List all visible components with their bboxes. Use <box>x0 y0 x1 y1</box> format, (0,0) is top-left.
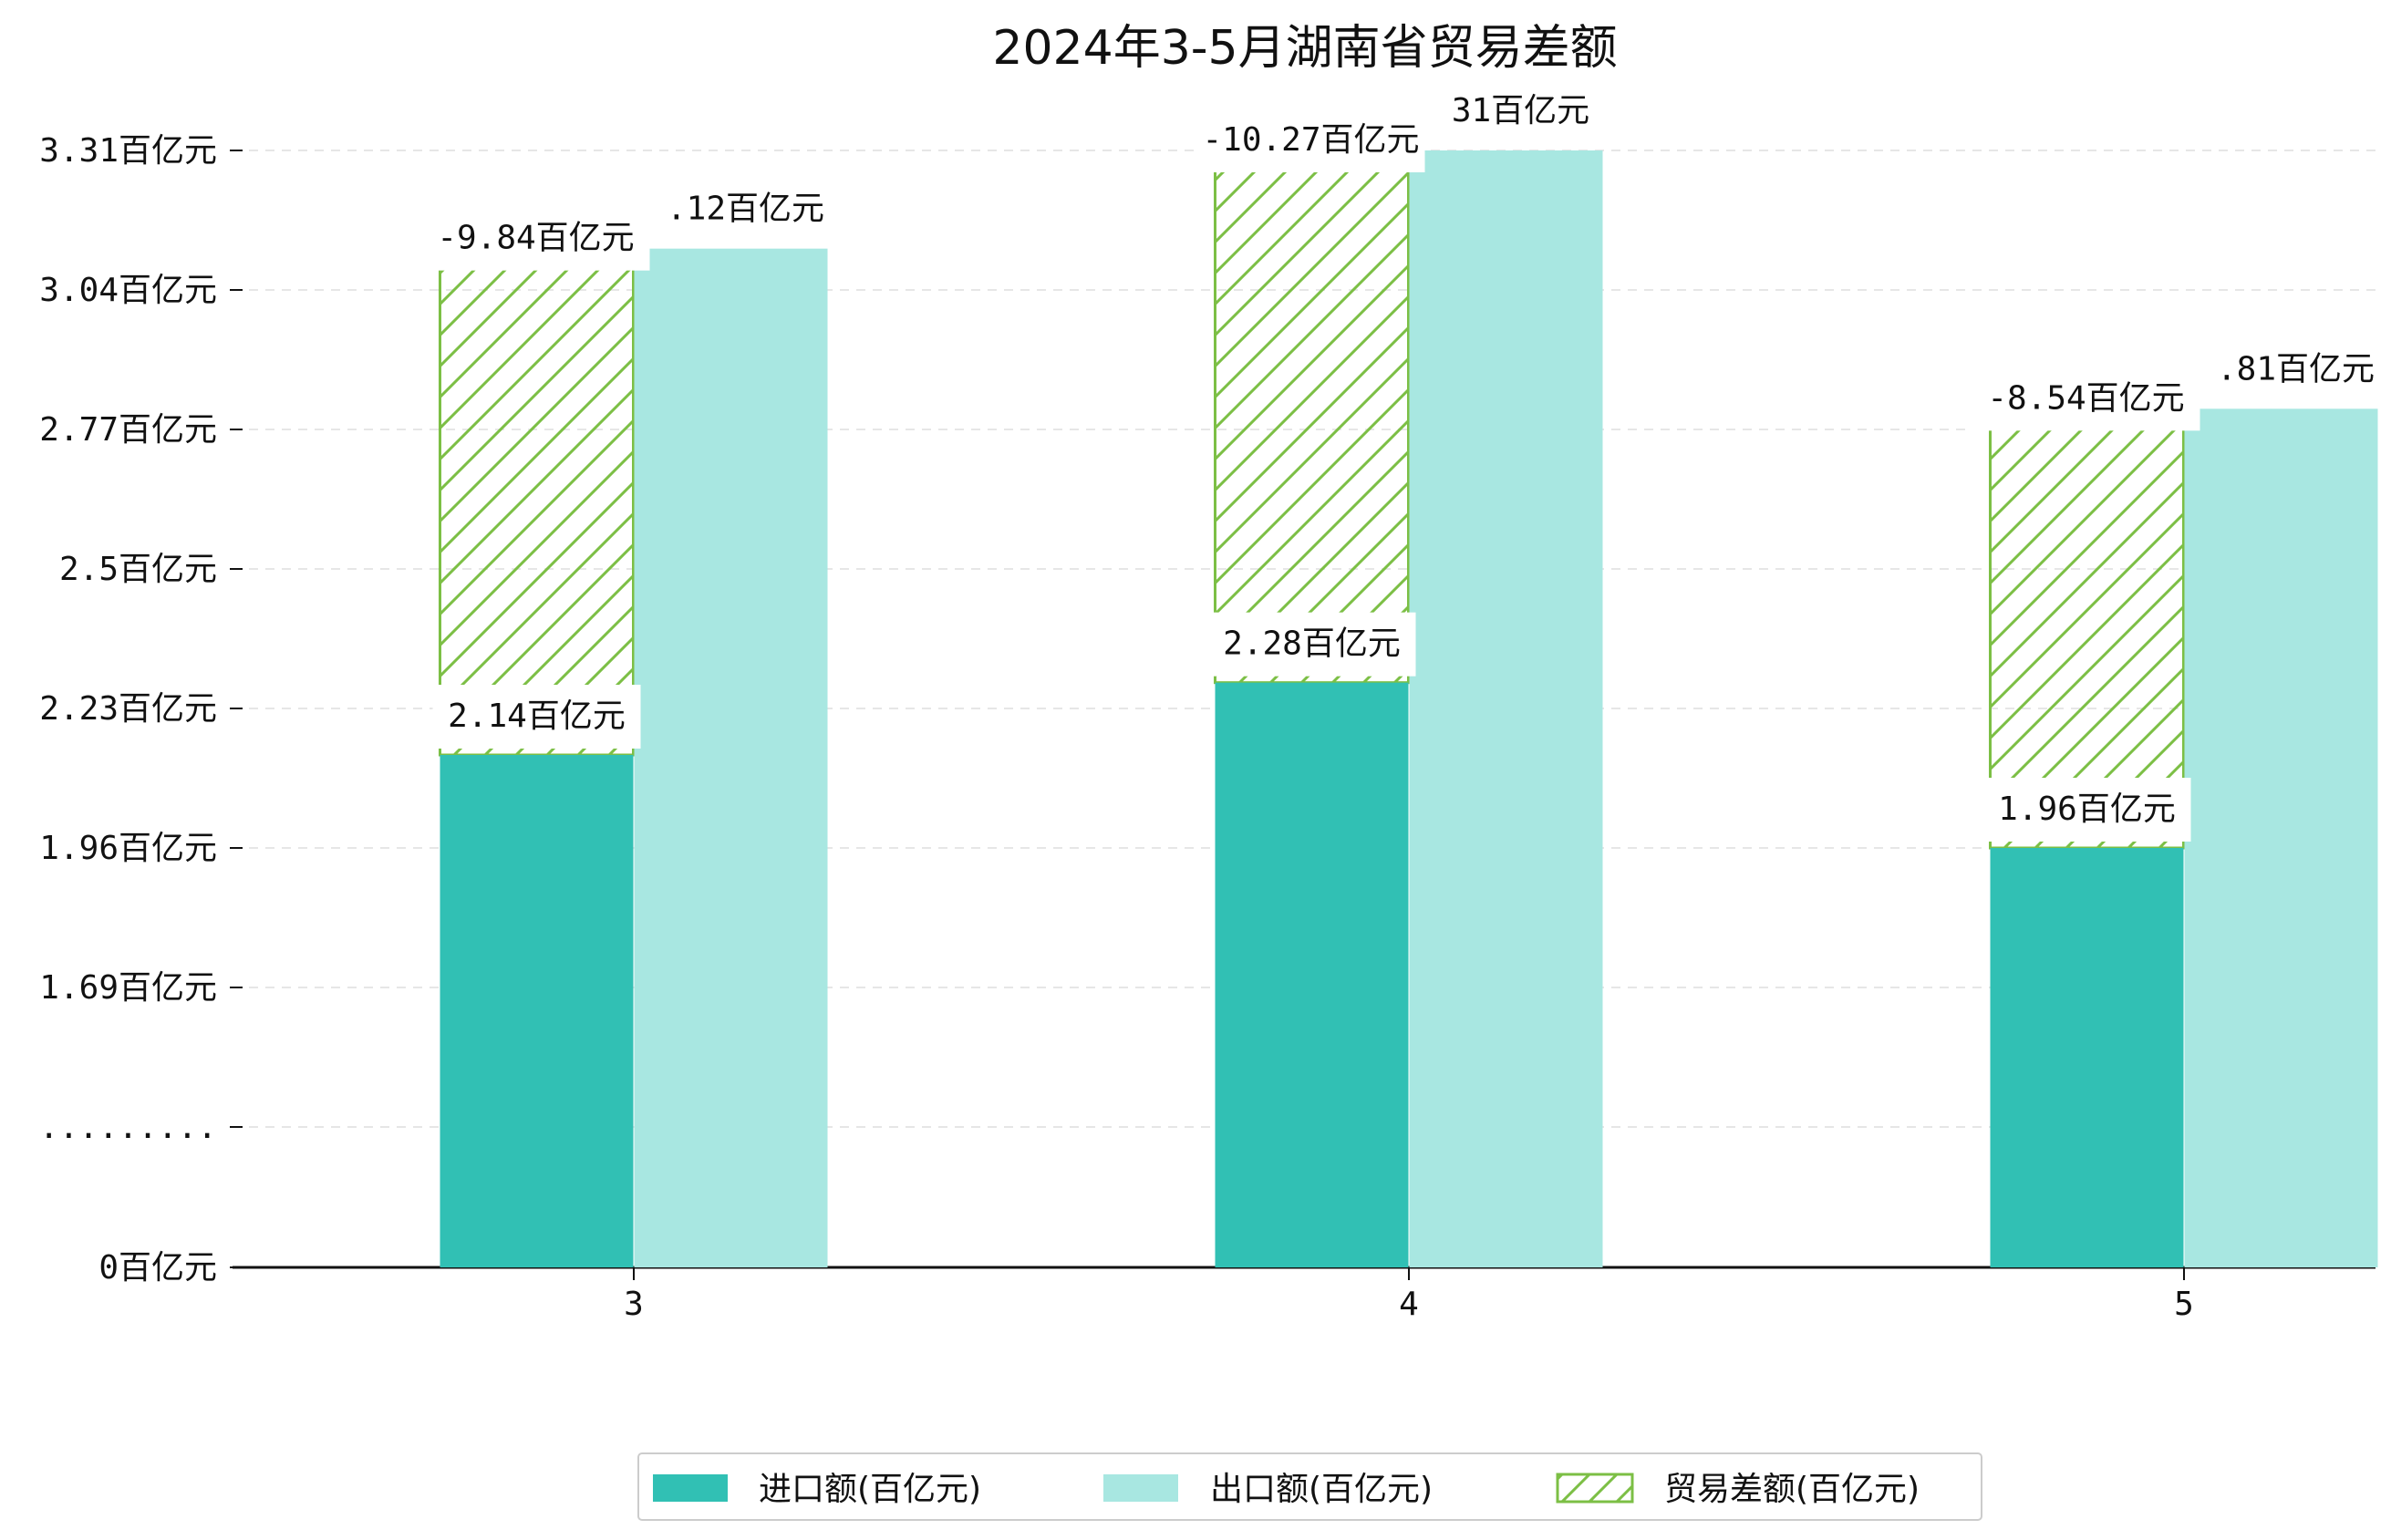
data-label-box <box>1196 109 1425 172</box>
data-label-box <box>2209 337 2383 402</box>
data-label: 1.96百亿元 <box>1982 778 2191 842</box>
data-label: 31百亿元 <box>1434 79 1608 143</box>
y-tick-label: ......... <box>39 1109 217 1146</box>
bar-balance <box>439 265 635 757</box>
y-tick-label: 3.04百亿元 <box>39 272 217 309</box>
data-label-text: .12百亿元 <box>667 191 824 228</box>
bar-export <box>1409 150 1603 1267</box>
bar-import <box>1215 682 1409 1267</box>
y-tick-label: 2.77百亿元 <box>39 411 217 449</box>
data-label: .81百亿元 <box>2209 337 2383 402</box>
bar-import <box>440 755 634 1267</box>
data-label: -9.84百亿元 <box>421 206 650 271</box>
data-label-box <box>1434 79 1608 143</box>
x-tick-label: 3 <box>624 1286 644 1323</box>
data-label-text: -10.27百亿元 <box>1202 121 1419 159</box>
legend-label: 进口额(百亿元) <box>759 1471 981 1508</box>
data-label: -10.27百亿元 <box>1196 109 1425 172</box>
y-tick-label: 0百亿元 <box>98 1249 217 1287</box>
legend-item[interactable]: 贸易差额(百亿元) <box>1556 1471 1920 1508</box>
data-label-box <box>1207 612 1416 677</box>
data-label-box <box>658 177 833 242</box>
data-label-text: -9.84百亿元 <box>437 220 634 257</box>
data-label-text: -8.54百亿元 <box>1987 379 2184 417</box>
bars <box>439 150 2378 1268</box>
data-label-text: 1.96百亿元 <box>1998 791 2176 828</box>
bar-import <box>1990 848 2184 1267</box>
y-tick-label: 2.5百亿元 <box>59 551 217 588</box>
x-tick-label: 5 <box>2174 1286 2194 1323</box>
data-labels: -9.84百亿元 .12百亿元 2.14百亿元 -10.27百亿元 31百亿元 2.28百… <box>421 79 2383 842</box>
legend-item[interactable]: 进口额(百亿元) <box>653 1471 981 1508</box>
data-label-text: 31百亿元 <box>1452 92 1589 129</box>
data-label-box <box>1972 367 2200 431</box>
y-tick-label: 2.23百亿元 <box>39 690 217 728</box>
data-label-text: .81百亿元 <box>2217 350 2375 388</box>
data-label: .12百亿元 <box>658 177 833 242</box>
data-label-text: 2.28百亿元 <box>1223 625 1401 663</box>
y-tick-label: 3.31百亿元 <box>39 132 217 170</box>
x-tick-label: 4 <box>1399 1286 1419 1323</box>
data-label-box <box>1982 778 2191 842</box>
legend-item[interactable]: 出口额(百亿元) <box>1103 1471 1433 1508</box>
legend[interactable]: 进口额(百亿元) 出口额(百亿元) 贸易差额(百亿元) <box>637 1452 1982 1521</box>
chart-title: 2024年3-5月湖南省贸易差额 <box>992 21 1617 76</box>
y-tick-label: 1.69百亿元 <box>39 969 217 1007</box>
legend-label: 贸易差额(百亿元) <box>1664 1471 1920 1508</box>
bar-balance <box>1214 167 1410 685</box>
y-tick-label: 1.96百亿元 <box>39 830 217 867</box>
legend-swatch <box>653 1474 728 1502</box>
data-label-box <box>432 685 641 749</box>
data-label: 2.14百亿元 <box>432 685 641 749</box>
legend-swatch <box>1556 1473 1634 1504</box>
data-label-box <box>421 206 650 271</box>
legend-label: 出口额(百亿元) <box>1210 1471 1433 1508</box>
legend-frame <box>637 1452 1982 1521</box>
bar-export <box>634 248 828 1268</box>
data-label-text: 2.14百亿元 <box>448 698 626 735</box>
legend-swatch <box>1103 1474 1178 1502</box>
data-label: 2.28百亿元 <box>1207 612 1416 677</box>
bar-export <box>2184 408 2378 1267</box>
data-label: -8.54百亿元 <box>1972 367 2200 431</box>
